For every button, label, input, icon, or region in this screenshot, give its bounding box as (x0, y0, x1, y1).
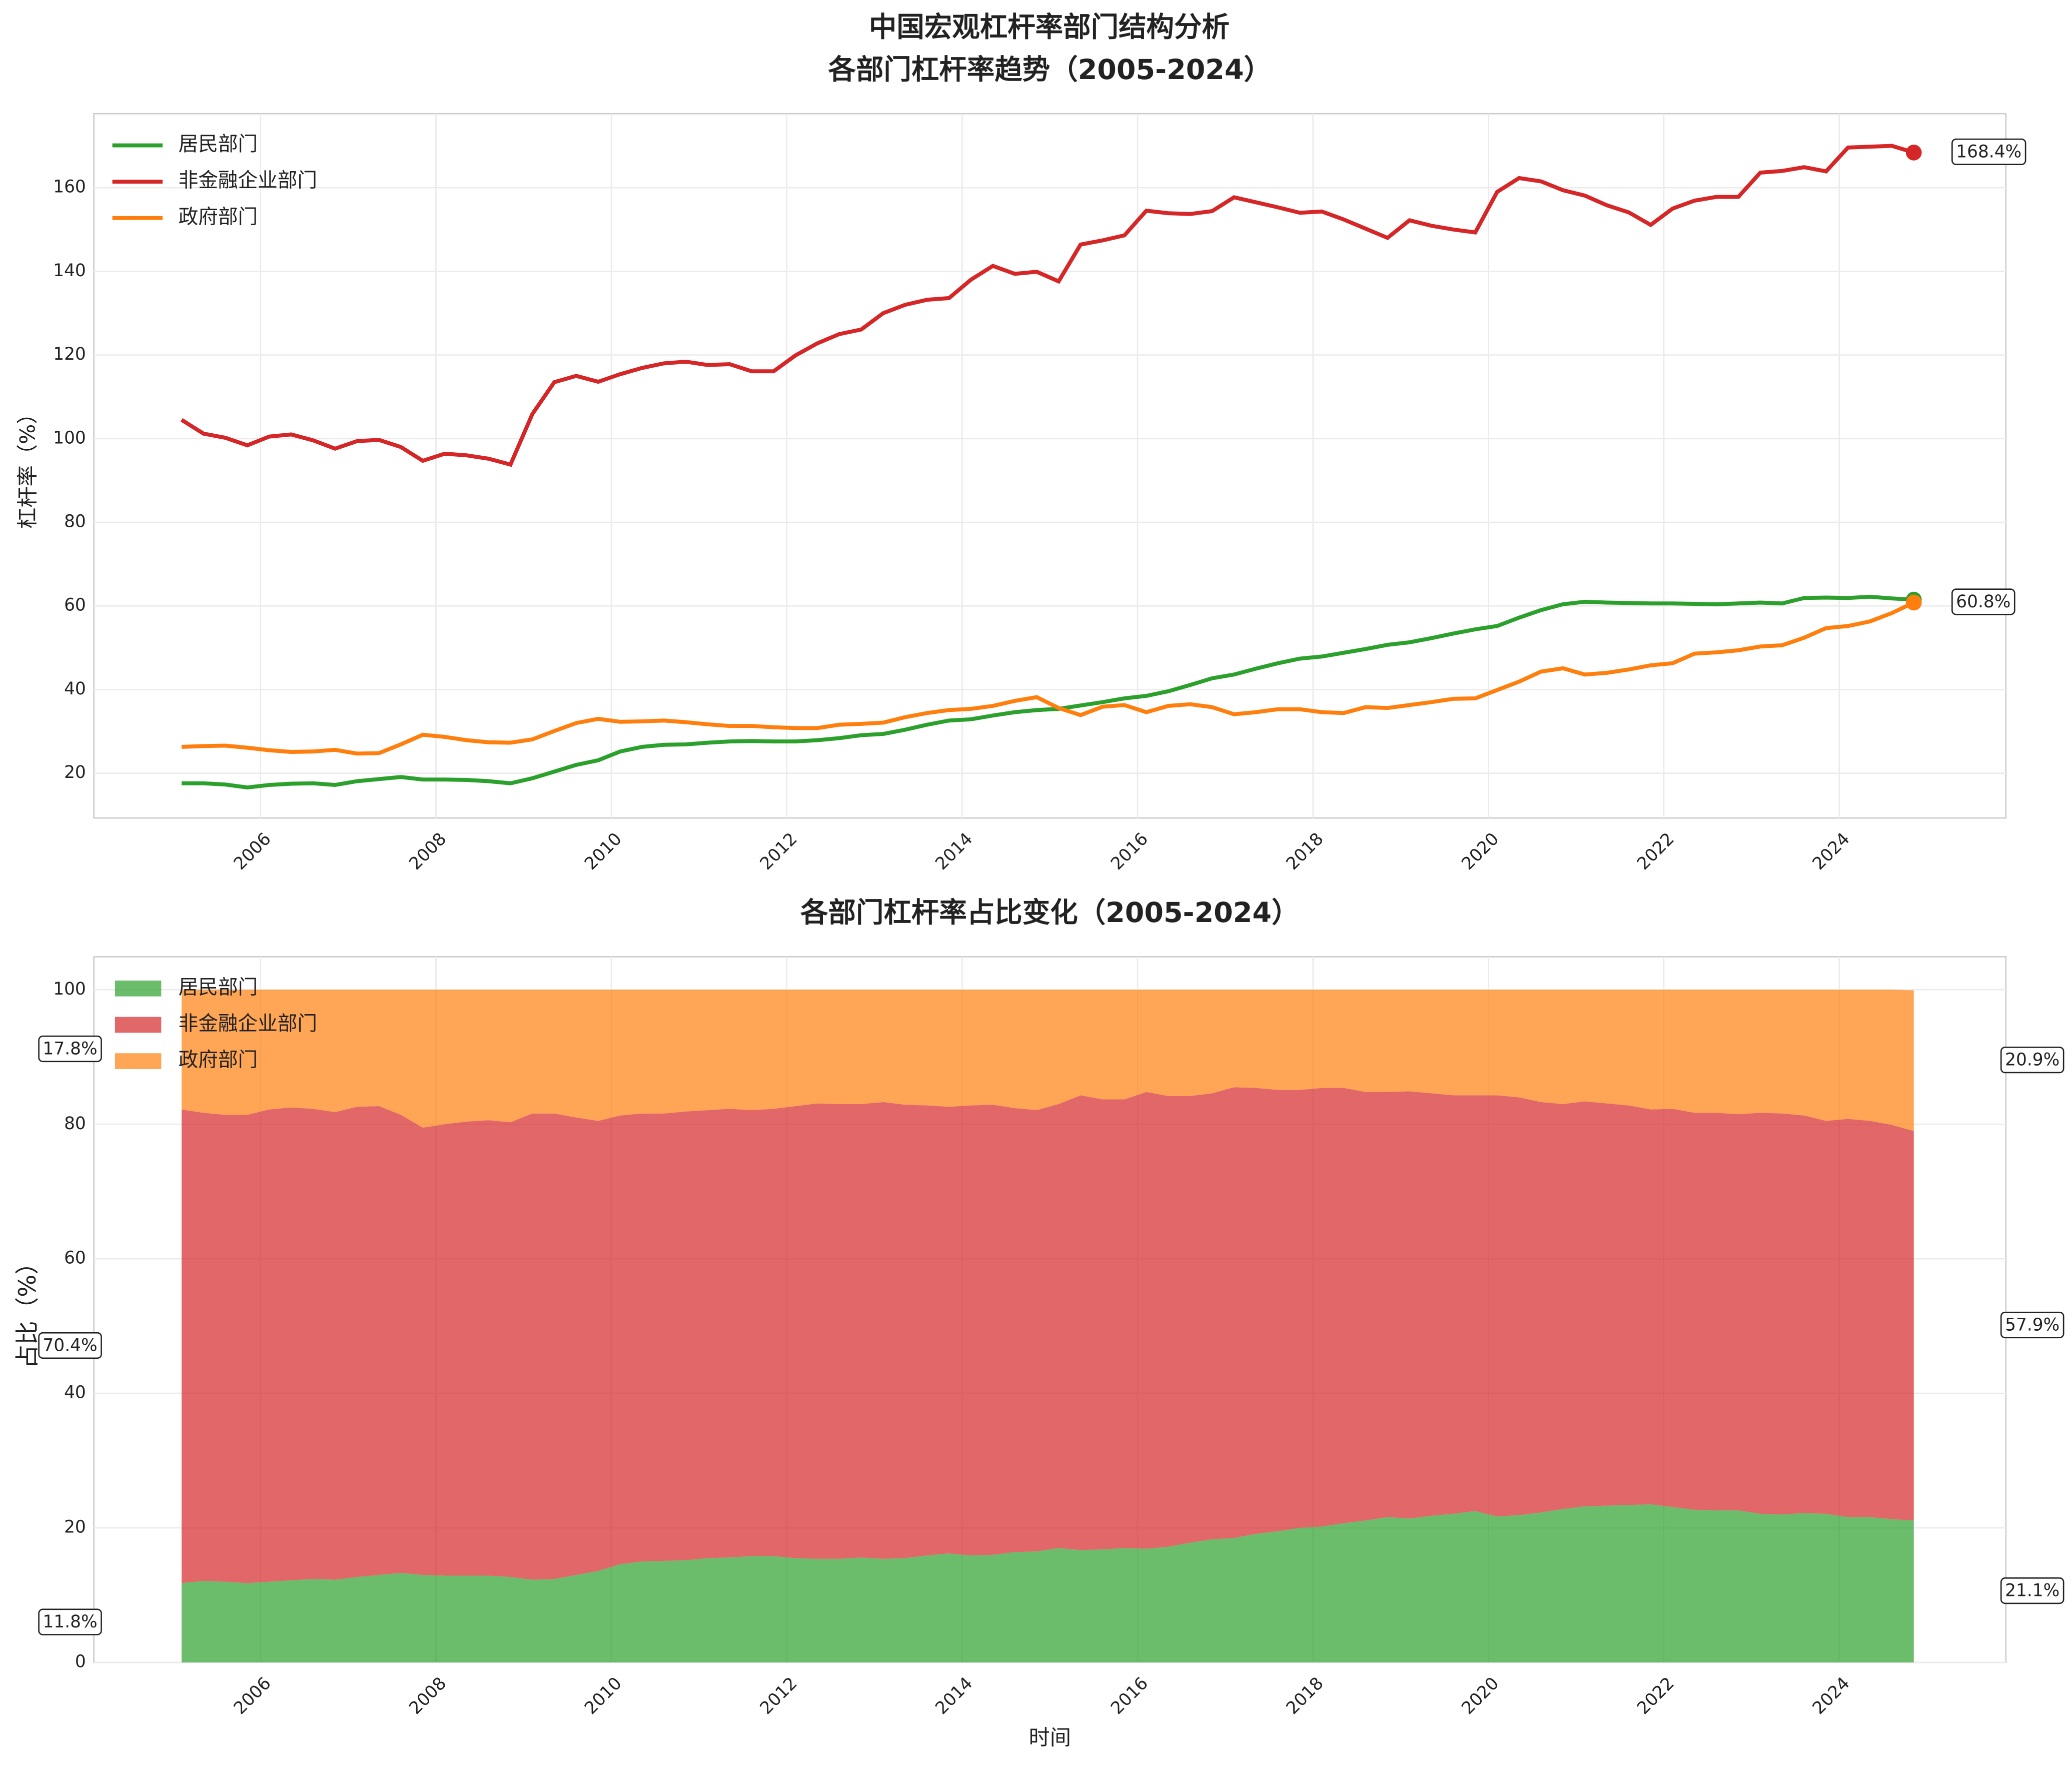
x-tick-label: 2010 (581, 1673, 626, 1718)
y-tick-label: 100 (53, 979, 86, 999)
x-tick-label: 2008 (405, 829, 450, 874)
legend-label: 非金融企业部门 (179, 1012, 317, 1035)
end-marker (1905, 145, 1922, 161)
legend-swatch (115, 1017, 162, 1033)
y-tick-label: 100 (53, 428, 86, 448)
y-tick-label: 140 (53, 261, 86, 281)
x-tick-label: 2014 (931, 829, 976, 874)
x-tick-label: 2024 (1809, 829, 1854, 874)
y-tick-label: 20 (64, 1517, 86, 1537)
label-box (1951, 138, 2026, 166)
label-box (2000, 1311, 2064, 1339)
y-axis-label: 占比（%） (14, 1251, 42, 1368)
area (181, 1504, 1914, 1662)
x-tick-label: 2010 (581, 829, 626, 874)
label-box (1951, 588, 2015, 615)
y-tick-label: 20 (64, 762, 86, 782)
legend-label: 非金融企业部门 (179, 169, 317, 192)
chart-title: 各部门杠杆率趋势（2005-2024） (828, 54, 1271, 86)
x-tick-label: 2022 (1633, 829, 1678, 874)
x-tick-label: 2016 (1107, 1673, 1152, 1718)
x-tick-label: 2008 (405, 1673, 450, 1718)
label-box (38, 1608, 102, 1635)
value-label: 57.9% (2005, 1315, 2059, 1335)
y-tick-label: 160 (53, 177, 86, 197)
x-tick-label: 2006 (230, 829, 275, 874)
x-tick-label: 2006 (230, 1673, 275, 1718)
value-label: 60.8% (1956, 592, 2010, 612)
y-axis-label: 杠杆率（%） (16, 403, 40, 528)
line (181, 594, 1914, 790)
x-tick-label: 2020 (1458, 1673, 1503, 1718)
x-tick-label: 2014 (931, 1673, 976, 1718)
legend-label: 政府部门 (179, 205, 258, 228)
y-tick-label: 40 (64, 679, 86, 699)
y-tick-label: 120 (53, 344, 86, 364)
label-box (38, 1035, 102, 1063)
label-box (2000, 1047, 2064, 1074)
y-tick-label: 80 (64, 1114, 86, 1134)
y-tick-label: 40 (64, 1383, 86, 1403)
chart-title: 各部门杠杆率占比变化（2005-2024） (800, 897, 1299, 929)
plot-area (93, 113, 2007, 819)
value-label: 17.8% (43, 1039, 98, 1059)
x-axis-label: 时间 (1028, 1725, 1071, 1750)
y-tick-label: 60 (64, 595, 86, 615)
value-label: 70.4% (43, 1335, 98, 1355)
value-label: 21.1% (2005, 1581, 2059, 1601)
area (181, 1087, 1914, 1583)
line (180, 144, 1914, 467)
x-tick-label: 2018 (1283, 829, 1328, 874)
x-tick-label: 2018 (1283, 1673, 1328, 1718)
end-marker (1905, 594, 1922, 611)
x-tick-label: 2012 (756, 1673, 801, 1718)
figure-title: 中国宏观杠杆率部门结构分析 (869, 12, 1230, 44)
value-label: 168.4% (1956, 142, 2021, 162)
label-box (2000, 1577, 2064, 1604)
y-tick-label: 80 (64, 511, 86, 531)
legend-label: 政府部门 (179, 1049, 258, 1072)
x-tick-label: 2022 (1633, 1673, 1678, 1718)
area (181, 990, 1914, 1131)
value-label: 20.9% (2005, 1050, 2059, 1070)
legend-label: 居民部门 (179, 976, 258, 999)
x-tick-label: 2020 (1458, 829, 1503, 874)
label-box (38, 1332, 102, 1359)
y-tick-label: 60 (64, 1248, 86, 1268)
line (181, 600, 1915, 756)
legend-swatch (115, 1053, 162, 1069)
x-tick-label: 2024 (1809, 1673, 1854, 1718)
x-tick-label: 2016 (1107, 829, 1152, 874)
x-tick-label: 2012 (756, 829, 801, 874)
y-tick-label: 0 (75, 1651, 86, 1671)
value-label: 11.8% (43, 1612, 98, 1632)
legend-label: 居民部门 (179, 133, 258, 156)
legend-swatch (115, 980, 162, 997)
